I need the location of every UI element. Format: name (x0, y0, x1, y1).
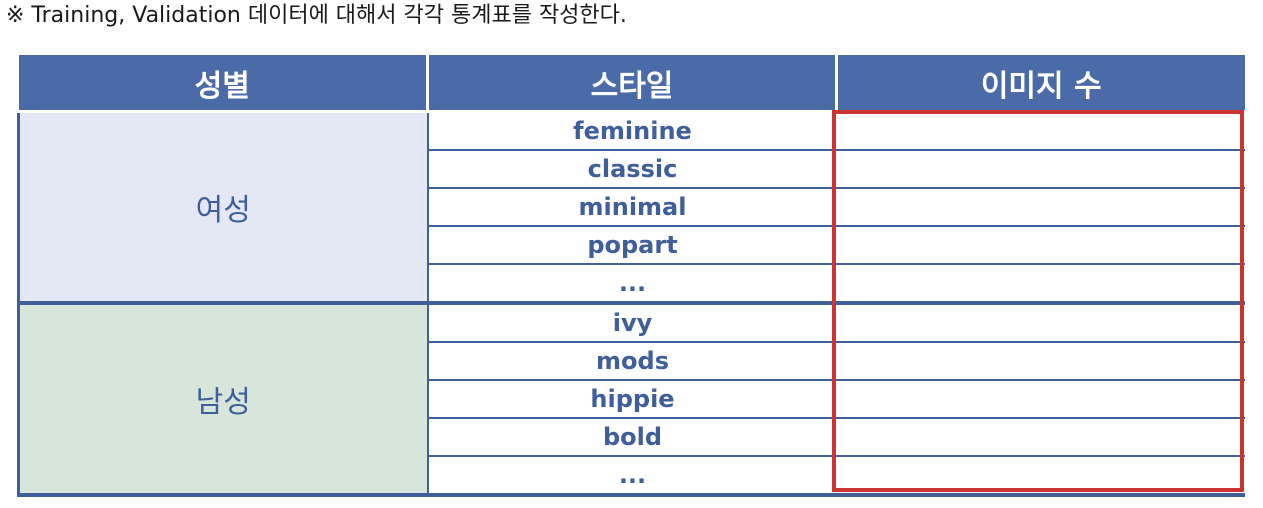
count-cell (836, 150, 1245, 189)
gender-cell-male: 남성 (17, 303, 429, 497)
statistics-table: 성별 스타일 이미지 수 여성 feminine classic minimal… (17, 55, 1245, 497)
table-row: ... (19, 264, 1245, 305)
table-row: bold (19, 418, 1245, 457)
header-gender: 성별 (18, 55, 429, 113)
style-cell-ellipsis: ... (427, 456, 837, 497)
count-cell (836, 303, 1245, 343)
table-row: hippie (19, 380, 1245, 419)
style-cell: minimal (427, 188, 837, 227)
table-row: 남성 ivy (17, 303, 1245, 497)
header-image-count: 이미지 수 (836, 55, 1245, 113)
header-style: 스타일 (427, 55, 838, 113)
count-cell (836, 342, 1245, 381)
style-cell: mods (427, 342, 837, 381)
style-cell: hippie (427, 380, 837, 419)
count-cell (836, 226, 1245, 265)
style-cell: bold (427, 418, 837, 457)
table-row: minimal (19, 188, 1245, 227)
table-row: mods (19, 342, 1245, 381)
style-cell: popart (427, 226, 837, 265)
count-cell (836, 111, 1245, 151)
style-cell: classic (427, 150, 837, 189)
count-cell (836, 380, 1245, 419)
count-cell (836, 456, 1245, 497)
table-header-row: 성별 스타일 이미지 수 (18, 55, 1245, 113)
count-cell (836, 418, 1245, 457)
style-cell-ellipsis: ... (427, 264, 837, 305)
style-cell: ivy (427, 303, 837, 343)
table-row: popart (19, 226, 1245, 265)
gender-cell-female: 여성 (17, 111, 429, 305)
table-row: 여성 feminine (17, 111, 1245, 305)
count-cell (836, 188, 1245, 227)
count-cell (836, 264, 1245, 305)
style-cell: feminine (427, 111, 837, 151)
instruction-note: ※ Training, Validation 데이터에 대해서 각각 통계표를 … (6, 3, 627, 28)
table-row: classic (19, 150, 1245, 189)
